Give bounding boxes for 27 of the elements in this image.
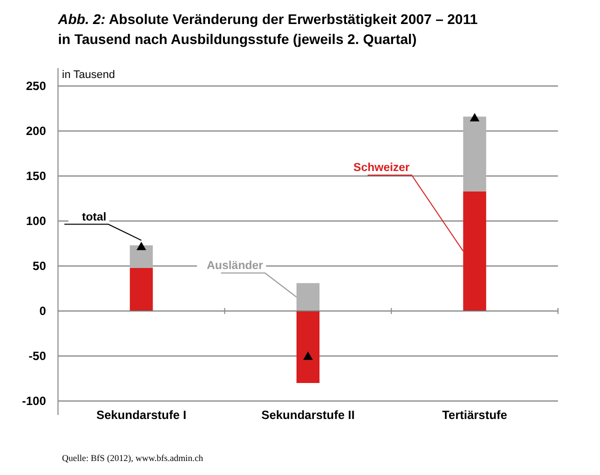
bar — [296, 283, 320, 311]
y-tick-label: 250 — [26, 79, 46, 93]
y-tick-label: 0 — [39, 304, 46, 318]
y-axis-title: in Tausend — [62, 69, 116, 81]
source-note: Quelle: BfS (2012), www.bfs.admin.ch — [62, 453, 204, 463]
y-tick-label: -100 — [22, 394, 46, 408]
text: Ausländer — [206, 260, 264, 272]
point — [470, 113, 480, 122]
chart-subtitle: in Tausend nach Ausbildungsstufe (jeweils 2. Quartal) — [58, 31, 417, 47]
bar — [463, 116, 486, 192]
y-tick-label: 50 — [32, 259, 46, 273]
bar — [130, 268, 153, 311]
y-tick-label: -50 — [28, 349, 46, 363]
y-tick-label: 100 — [26, 214, 46, 228]
text: total — [82, 211, 106, 224]
point — [303, 352, 313, 360]
x-tick-label: Tertiärstufe — [442, 408, 508, 422]
point — [136, 242, 146, 250]
chart-title: Abb. 2: Absolute Veränderung der Erwerbstätigkeit 2007 – 2011 — [57, 11, 478, 27]
bar — [130, 245, 153, 268]
bar — [463, 191, 486, 311]
text: Schweizer — [353, 162, 410, 174]
x-tick-label: Sekundarstufe I — [96, 408, 186, 422]
x-tick-label: Sekundarstufe II — [261, 408, 355, 422]
y-tick-label: 200 — [26, 124, 46, 138]
bar — [296, 311, 320, 383]
y-tick-label: 150 — [26, 169, 46, 183]
